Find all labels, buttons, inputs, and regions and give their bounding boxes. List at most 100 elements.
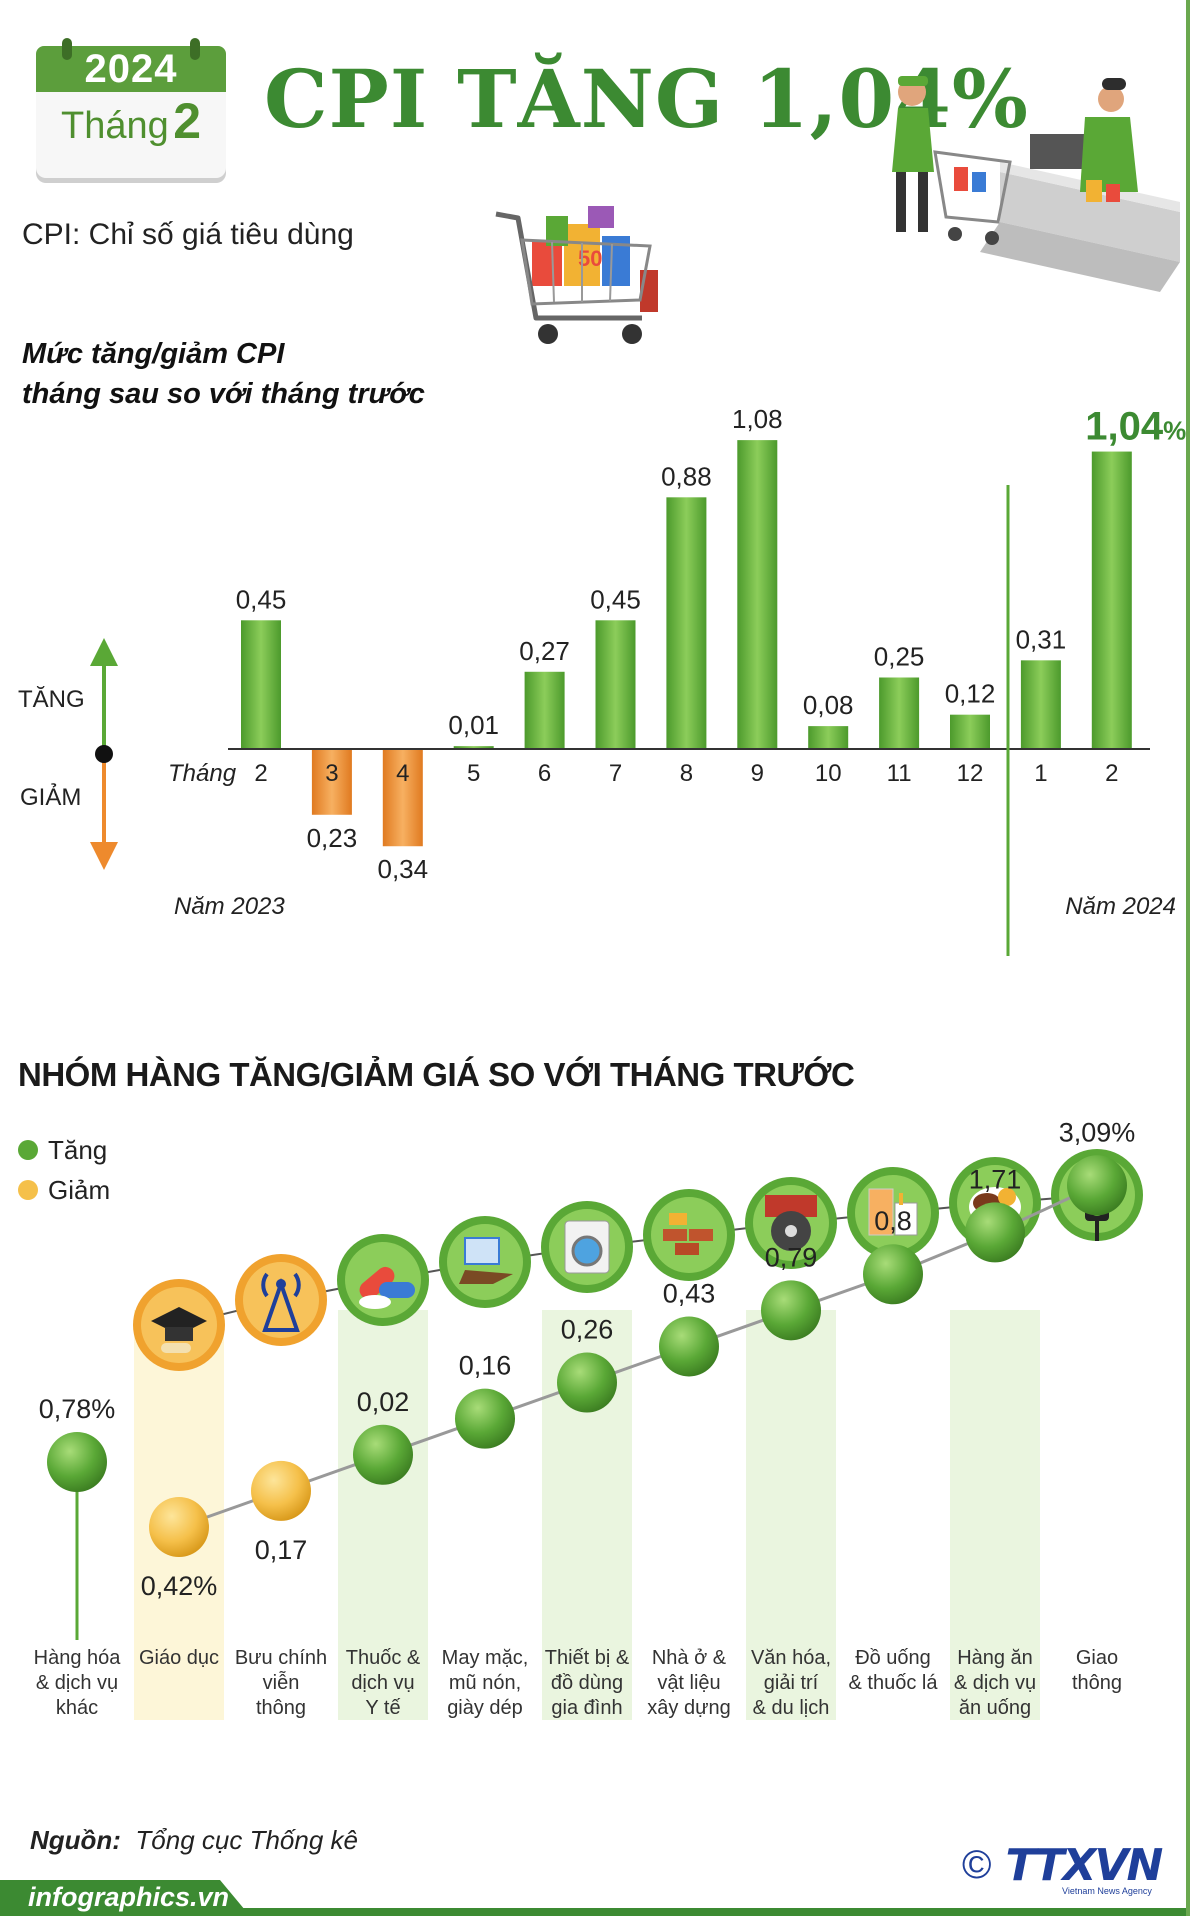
group-category-label: Hàng hóa & dịch vụ khác bbox=[34, 1647, 122, 1719]
group-category-label: Nhà ở & vật liệu xây dựng bbox=[647, 1647, 730, 1719]
antenna-tower-icon bbox=[235, 1254, 327, 1346]
cpi-bar bbox=[453, 746, 494, 749]
legend-green-dot bbox=[18, 1140, 38, 1160]
cpi-bar bbox=[737, 440, 778, 749]
group-category-label: Thuốc & dịch vụ Y tế bbox=[346, 1647, 421, 1719]
year-2024-label: Năm 2024 bbox=[1065, 893, 1176, 920]
cpi-value-label: 0,12 bbox=[945, 679, 996, 709]
month-tick-label: 12 bbox=[957, 760, 984, 787]
group-value-label: 0,78% bbox=[39, 1394, 116, 1424]
cpi-bar bbox=[241, 620, 281, 749]
group-value-label: 3,09% bbox=[1059, 1117, 1136, 1147]
group-category-label: Văn hóa, giải trí & du lịch bbox=[751, 1647, 831, 1719]
cpi-value-label: 0,45 bbox=[236, 584, 287, 614]
calendar-ring-right bbox=[190, 38, 200, 60]
month-tick-label: 1 bbox=[1034, 760, 1047, 787]
group-dot bbox=[965, 1202, 1025, 1263]
cpi-bar bbox=[879, 677, 920, 749]
cpi-bar bbox=[950, 714, 990, 749]
month-tick-label: 6 bbox=[538, 760, 551, 787]
trend-line bbox=[178, 1183, 1098, 1529]
group-category-label: Thiết bị & đồ dùng gia đình bbox=[545, 1647, 630, 1719]
column-band bbox=[950, 1310, 1040, 1720]
group-dot bbox=[47, 1432, 107, 1492]
medicine-pills-icon bbox=[337, 1234, 429, 1326]
cpi-value-label: 0,31 bbox=[1016, 624, 1067, 654]
calendar-body: Tháng 2 bbox=[36, 92, 226, 178]
month-tick-label: 2 bbox=[1105, 760, 1118, 787]
cpi-value-label: 0,45 bbox=[590, 584, 641, 614]
cpi-bar bbox=[311, 749, 352, 815]
group-value-label: 1,71 bbox=[969, 1164, 1022, 1194]
column-band bbox=[746, 1310, 836, 1720]
cpi-value-label: 1,08 bbox=[732, 404, 783, 434]
group-value-label: 0,43 bbox=[663, 1278, 716, 1308]
axis-decrease-label: GIẢM bbox=[20, 784, 82, 811]
legend-decrease-label: Giảm bbox=[48, 1174, 111, 1205]
group-category-label: Đồ uống & thuốc lá bbox=[849, 1647, 939, 1694]
icon-arc-line bbox=[178, 1194, 1098, 1326]
cpi-value-label: 0,23 bbox=[307, 823, 358, 853]
cpi-bar bbox=[666, 497, 707, 749]
group-value-label: 0,02 bbox=[357, 1387, 410, 1417]
group-value-label: 0,17 bbox=[255, 1535, 308, 1565]
cpi-bar bbox=[595, 620, 636, 749]
cpi-value-label: 0,34 bbox=[377, 854, 428, 884]
cpi-value-label: 1,04% bbox=[1085, 405, 1186, 449]
cpi-value-label: 0,08 bbox=[803, 690, 854, 720]
footer-line bbox=[240, 1908, 1186, 1916]
source-label: Nguồn: bbox=[30, 1825, 121, 1855]
cpi-bar bbox=[1020, 660, 1061, 749]
agency-logo: © TTXVN Vietnam News Agency bbox=[962, 1839, 1163, 1897]
group-value-label: 0,16 bbox=[459, 1351, 512, 1381]
cpi-value-label: 0,25 bbox=[874, 642, 925, 672]
commodity-group-chart: 0,78% 0,42% 0,17 0,02 0,16 0,26 0,43 0,79 0,8 1,7… bbox=[34, 1117, 1143, 1720]
website-link[interactable]: infographics.vn bbox=[28, 1882, 230, 1912]
group-dot bbox=[659, 1316, 719, 1377]
group-category-label: Giáo dục bbox=[139, 1647, 219, 1669]
bricks-tools-icon bbox=[643, 1189, 735, 1281]
section2-title: NHÓM HÀNG TĂNG/GIẢM GIÁ SO VỚI THÁNG TRƯ… bbox=[18, 1056, 855, 1093]
axis-increase-label: TĂNG bbox=[18, 686, 85, 713]
month-tick-label: 11 bbox=[887, 760, 912, 787]
month-axis-label: Tháng bbox=[168, 760, 237, 787]
group-category-label: Bưu chính viễn thông bbox=[235, 1647, 327, 1719]
film-reel-icon bbox=[745, 1177, 837, 1269]
agency-subtitle: Vietnam News Agency bbox=[1062, 1886, 1152, 1896]
year-2023-label: Năm 2023 bbox=[174, 893, 285, 920]
group-value-label: 0,79 bbox=[765, 1242, 818, 1272]
source-value: Tổng cục Thống kê bbox=[135, 1825, 358, 1855]
month-tick-label: 3 bbox=[325, 760, 338, 787]
shopping-cart-icon: 50 bbox=[495, 206, 658, 344]
cpi-bar bbox=[382, 749, 423, 847]
calendar-ring-left bbox=[62, 38, 72, 60]
cpi-value-label: 0,01 bbox=[448, 710, 499, 740]
group-dot bbox=[557, 1352, 617, 1413]
clothes-shoes-icon bbox=[439, 1216, 531, 1308]
group-dot bbox=[1067, 1155, 1127, 1216]
group-value-label: 0,26 bbox=[561, 1315, 614, 1345]
group-category-label: Giao thông bbox=[1072, 1647, 1122, 1694]
cpi-monthly-bar-chart: 0,45 2 0,23 3 0,34 4 0,01 5 0,27 6 0,45 7 0,88 8 1,08 9… bbox=[90, 404, 1186, 956]
month-tick-label: 4 bbox=[396, 760, 409, 787]
month-tick-label: 2 bbox=[254, 760, 267, 787]
month-tick-label: 10 bbox=[815, 760, 842, 787]
chart-subtitle-line1: Mức tăng/giảm CPI bbox=[22, 338, 285, 370]
group-value-label: 0,42% bbox=[141, 1571, 218, 1601]
right-frame-border bbox=[1186, 0, 1190, 1916]
legend-item-increase: Tăng bbox=[18, 1130, 110, 1170]
group-category-label: May mặc, mũ nón, giày dép bbox=[442, 1647, 529, 1719]
group-dot bbox=[251, 1460, 311, 1521]
updown-arrow-icon bbox=[90, 638, 118, 870]
legend-increase-label: Tăng bbox=[48, 1134, 108, 1165]
month-tick-label: 8 bbox=[680, 760, 693, 787]
column-band bbox=[338, 1310, 428, 1720]
agency-wordmark: TTXVN bbox=[1005, 1839, 1163, 1891]
source-note: Nguồn: Tổng cục Thống kê bbox=[30, 1825, 358, 1856]
calendar-month-number: 2 bbox=[173, 93, 201, 149]
cpi-bar bbox=[524, 671, 565, 749]
legend: Tăng Giảm bbox=[18, 1130, 110, 1210]
chart-subtitle-line2: tháng sau so với tháng trước bbox=[22, 378, 425, 410]
cpi-bar bbox=[1091, 451, 1132, 749]
month-tick-label: 7 bbox=[609, 760, 622, 787]
